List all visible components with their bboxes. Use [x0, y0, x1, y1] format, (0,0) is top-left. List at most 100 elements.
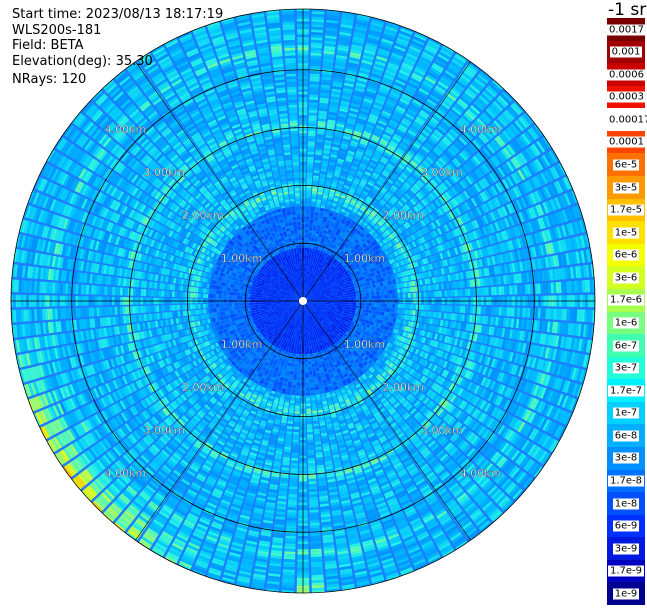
- range-gate: [455, 306, 458, 313]
- range-gate: [371, 310, 374, 313]
- range-gate: [449, 290, 452, 297]
- range-gate: [520, 285, 523, 295]
- range-gate: [424, 292, 427, 297]
- range-gate: [306, 188, 311, 191]
- range-gate: [378, 287, 381, 291]
- range-gate: [307, 170, 313, 173]
- range-gate: [304, 274, 305, 277]
- range-gate: [308, 141, 315, 144]
- range-gate: [543, 308, 546, 319]
- range-gate: [384, 308, 387, 312]
- range-gate: [309, 227, 312, 230]
- range-gate: [305, 222, 309, 225]
- range-gate: [494, 307, 497, 316]
- range-gate: [444, 290, 447, 296]
- range-gate: [308, 149, 315, 152]
- range-gate: [507, 286, 510, 295]
- range-gate: [460, 289, 463, 296]
- range-gate: [385, 295, 388, 299]
- range-gate: [307, 248, 310, 251]
- range-gate: [372, 296, 375, 299]
- range-gate: [366, 296, 369, 299]
- range-gate: [345, 295, 348, 297]
- range-gate: [361, 293, 364, 296]
- range-gate: [398, 294, 401, 298]
- range-gate: [520, 308, 523, 318]
- range-gate: [310, 246, 313, 249]
- range-gate: [465, 306, 468, 313]
- range-gate: [405, 309, 408, 314]
- range-gate: [442, 305, 445, 311]
- range-gate: [355, 308, 358, 311]
- range-gate: [488, 307, 491, 315]
- range-gate: [522, 285, 525, 295]
- range-gate: [403, 293, 406, 298]
- range-gate: [376, 291, 379, 295]
- range-gate: [368, 310, 371, 313]
- range-gate: [470, 288, 473, 295]
- range-gate: [442, 291, 445, 297]
- range-gate: [304, 256, 306, 259]
- range-gate: [305, 240, 308, 243]
- range-gate: [444, 305, 447, 311]
- range-gate: [348, 297, 351, 299]
- range-gate: [501, 286, 504, 295]
- range-gate: [356, 305, 359, 308]
- range-gate: [333, 302, 336, 303]
- range-gate: [309, 113, 317, 116]
- range-gate: [307, 253, 309, 256]
- range-gate: [312, 233, 315, 236]
- range-gate: [335, 298, 338, 300]
- range-gate: [346, 302, 349, 304]
- range-gate: [366, 306, 369, 309]
- range-gate: [340, 298, 343, 300]
- range-gate: [535, 308, 538, 318]
- range-gate: [340, 304, 343, 306]
- range-gate: [374, 307, 377, 310]
- range-gate: [308, 139, 315, 142]
- range-gate: [377, 303, 380, 306]
- range-gate: [481, 306, 484, 314]
- range-gate: [312, 188, 317, 191]
- range-gate: [345, 305, 348, 307]
- range-gate: [369, 296, 372, 299]
- range-gate: [540, 283, 543, 294]
- range-gate: [411, 304, 414, 309]
- range-gate: [499, 286, 502, 295]
- range-gate: [311, 196, 316, 199]
- range-gate: [434, 291, 437, 297]
- range-gate: [338, 304, 341, 306]
- range-gate: [385, 303, 388, 307]
- range-gate: [309, 107, 318, 110]
- range-gate: [436, 291, 439, 297]
- range-gate: [306, 209, 310, 212]
- range-gate: [306, 258, 308, 261]
- range-gate: [366, 293, 369, 296]
- range-gate: [312, 235, 315, 238]
- range-gate: [525, 308, 528, 318]
- range-gate: [376, 287, 379, 291]
- range-gate: [369, 306, 372, 309]
- range-gate: [310, 61, 321, 64]
- range-gate: [468, 306, 471, 313]
- range-gate: [351, 297, 354, 299]
- range-gate: [387, 295, 390, 299]
- range-gate: [378, 311, 381, 315]
- range-gate: [325, 299, 328, 300]
- range-gate: [348, 295, 351, 297]
- range-gate: [527, 308, 530, 318]
- range-gate: [379, 291, 382, 295]
- range-gate: [309, 100, 318, 103]
- range-gate: [366, 310, 369, 313]
- range-gate: [312, 194, 317, 197]
- range-gate: [306, 261, 308, 264]
- range-gate: [400, 294, 403, 298]
- range-gate: [394, 289, 397, 293]
- range-gate: [376, 307, 379, 311]
- range-gate: [306, 193, 311, 196]
- range-gate: [351, 302, 354, 304]
- range-gate: [429, 291, 432, 297]
- range-gate: [494, 287, 497, 296]
- range-gate: [527, 284, 530, 294]
